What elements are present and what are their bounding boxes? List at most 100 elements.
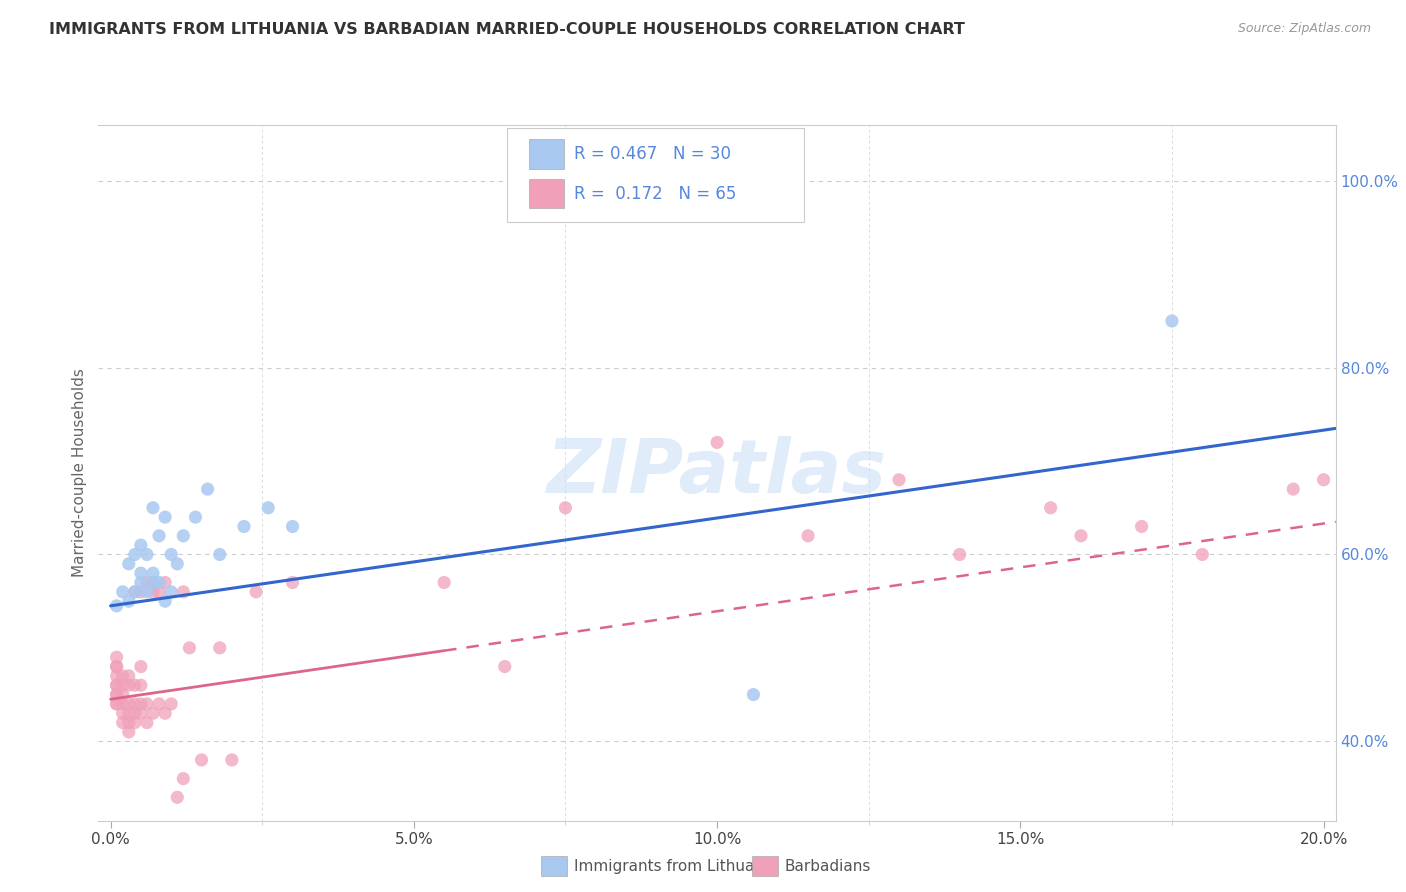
- Point: [221, 753, 243, 767]
- Point: [142, 575, 165, 590]
- Text: IMMIGRANTS FROM LITHUANIA VS BARBADIAN MARRIED-COUPLE HOUSEHOLDS CORRELATION CHA: IMMIGRANTS FROM LITHUANIA VS BARBADIAN M…: [49, 22, 965, 37]
- Point: [118, 697, 141, 711]
- Point: [245, 584, 267, 599]
- Text: Immigrants from Lithuania: Immigrants from Lithuania: [574, 859, 778, 873]
- Point: [105, 688, 128, 702]
- Point: [166, 557, 188, 571]
- Point: [118, 557, 141, 571]
- Point: [742, 688, 765, 702]
- Point: [1161, 314, 1184, 328]
- Point: [887, 473, 910, 487]
- Point: [124, 715, 146, 730]
- Point: [105, 688, 128, 702]
- Point: [142, 566, 165, 581]
- Point: [160, 584, 183, 599]
- Point: [148, 529, 170, 543]
- Point: [1130, 519, 1153, 533]
- Point: [129, 678, 152, 692]
- Point: [129, 697, 152, 711]
- Point: [153, 594, 176, 608]
- Point: [136, 715, 159, 730]
- Point: [105, 599, 128, 613]
- Point: [124, 706, 146, 721]
- Text: Source: ZipAtlas.com: Source: ZipAtlas.com: [1237, 22, 1371, 36]
- Point: [118, 669, 141, 683]
- Point: [554, 500, 576, 515]
- Point: [179, 640, 201, 655]
- Point: [148, 697, 170, 711]
- Point: [142, 706, 165, 721]
- Point: [105, 669, 128, 683]
- Point: [118, 715, 141, 730]
- Point: [129, 566, 152, 581]
- Text: ZIPatlas: ZIPatlas: [547, 436, 887, 509]
- Point: [111, 584, 134, 599]
- Point: [118, 706, 141, 721]
- Point: [129, 538, 152, 552]
- Point: [233, 519, 256, 533]
- Point: [494, 659, 516, 673]
- Point: [105, 697, 128, 711]
- Point: [166, 790, 188, 805]
- Point: [142, 500, 165, 515]
- Text: Barbadians: Barbadians: [785, 859, 870, 873]
- Point: [111, 678, 134, 692]
- Point: [433, 575, 456, 590]
- Point: [105, 678, 128, 692]
- Point: [706, 435, 728, 450]
- Point: [111, 669, 134, 683]
- Point: [111, 688, 134, 702]
- FancyBboxPatch shape: [529, 139, 564, 169]
- Point: [160, 548, 183, 562]
- Point: [153, 575, 176, 590]
- Point: [124, 548, 146, 562]
- Point: [111, 715, 134, 730]
- Point: [1312, 473, 1334, 487]
- Point: [142, 584, 165, 599]
- Point: [153, 706, 176, 721]
- Point: [797, 529, 820, 543]
- FancyBboxPatch shape: [506, 128, 804, 222]
- Point: [148, 584, 170, 599]
- Point: [124, 697, 146, 711]
- Point: [105, 650, 128, 665]
- Point: [208, 548, 231, 562]
- Point: [257, 500, 280, 515]
- Point: [1039, 500, 1062, 515]
- Point: [1070, 529, 1092, 543]
- Point: [129, 584, 152, 599]
- Point: [208, 640, 231, 655]
- Point: [124, 678, 146, 692]
- Point: [148, 575, 170, 590]
- Point: [1282, 482, 1305, 496]
- Point: [129, 575, 152, 590]
- Point: [124, 584, 146, 599]
- Text: R = 0.467   N = 30: R = 0.467 N = 30: [574, 145, 731, 163]
- Point: [184, 510, 207, 524]
- Point: [172, 772, 194, 786]
- Point: [129, 659, 152, 673]
- Point: [172, 584, 194, 599]
- Point: [281, 575, 304, 590]
- Point: [118, 725, 141, 739]
- Point: [160, 697, 183, 711]
- Point: [136, 697, 159, 711]
- Point: [197, 482, 219, 496]
- Point: [118, 594, 141, 608]
- FancyBboxPatch shape: [529, 179, 564, 209]
- Text: R =  0.172   N = 65: R = 0.172 N = 65: [574, 185, 735, 202]
- Point: [142, 575, 165, 590]
- Point: [111, 697, 134, 711]
- Point: [105, 659, 128, 673]
- Point: [136, 584, 159, 599]
- Point: [281, 519, 304, 533]
- Point: [105, 697, 128, 711]
- Point: [172, 529, 194, 543]
- Point: [105, 659, 128, 673]
- Point: [136, 548, 159, 562]
- Point: [124, 584, 146, 599]
- Y-axis label: Married-couple Households: Married-couple Households: [72, 368, 87, 577]
- Point: [111, 706, 134, 721]
- Point: [153, 510, 176, 524]
- Point: [129, 706, 152, 721]
